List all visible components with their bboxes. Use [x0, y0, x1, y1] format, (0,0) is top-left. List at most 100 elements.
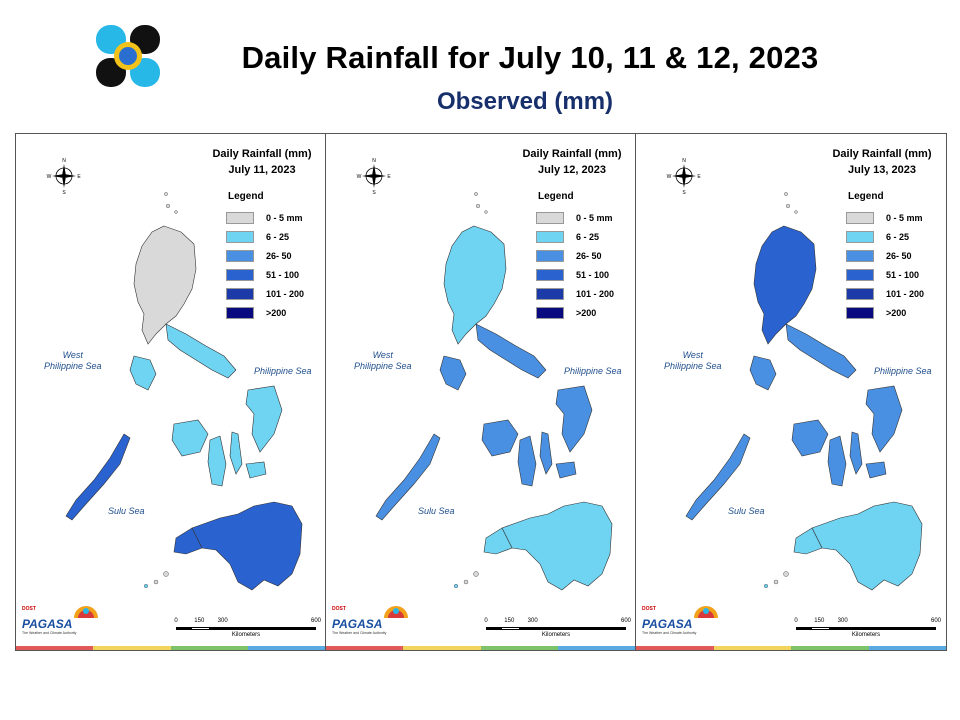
- legend-label: 101 - 200: [886, 289, 925, 299]
- scale-tick-label: 300: [527, 618, 538, 624]
- mindanao-region: [191, 501, 303, 591]
- panay-island: [791, 419, 829, 457]
- mindanao-region: [501, 501, 613, 591]
- legend-swatch: [846, 212, 874, 224]
- legend-item: 51 - 100: [536, 268, 609, 282]
- legend-label: 26- 50: [266, 251, 292, 261]
- scale-unit: Kilometers: [541, 632, 571, 638]
- legend-swatch: [226, 250, 254, 262]
- bohol-island: [865, 461, 887, 479]
- sulu-sea-label: Sulu Sea: [728, 506, 765, 516]
- compass-rose-icon: N S W E: [47, 158, 82, 194]
- zamboanga-peninsula: [173, 527, 203, 555]
- legend-item: 51 - 100: [226, 268, 299, 282]
- legend-item: 26- 50: [846, 249, 912, 263]
- legend-label: 6 - 25: [886, 232, 910, 242]
- legend-swatch: [536, 212, 564, 224]
- svg-text:N: N: [62, 158, 66, 164]
- legend-swatch: [536, 250, 564, 262]
- samar-leyte: [865, 385, 903, 453]
- luzon-region: [133, 225, 197, 345]
- legend-label: 6 - 25: [576, 232, 600, 242]
- svg-text:E: E: [697, 174, 701, 180]
- legend-label: >200: [576, 308, 597, 318]
- scale-tick-label: 600: [620, 618, 632, 624]
- negros-island: [517, 435, 537, 487]
- legend-swatch: [226, 212, 254, 224]
- svg-text:S: S: [62, 190, 66, 194]
- legend-swatch: [536, 231, 564, 243]
- svg-text:W: W: [357, 174, 362, 180]
- bohol-island: [245, 461, 267, 479]
- map-title-line1: Daily Rainfall (mm): [212, 148, 312, 160]
- svg-text:N: N: [682, 158, 686, 164]
- luzon-region: [753, 225, 817, 345]
- legend-item: >200: [536, 306, 596, 320]
- legend-item: 101 - 200: [846, 287, 924, 301]
- legend-item: 6 - 25: [536, 230, 599, 244]
- luzon-region: [443, 225, 507, 345]
- legend-item: 101 - 200: [536, 287, 614, 301]
- legend-item: 6 - 25: [846, 230, 909, 244]
- legend-item: 0 - 5 mm: [226, 211, 303, 225]
- legend-label: 51 - 100: [266, 270, 300, 280]
- map-title: Daily Rainfall (mm) July 12, 2023: [512, 146, 632, 178]
- west-philippine-sea-label: West Philippine Sea: [664, 350, 722, 371]
- legend-item: 6 - 25: [226, 230, 289, 244]
- legend-swatch: [846, 307, 874, 319]
- mindoro-island: [129, 355, 157, 391]
- legend-label: 26- 50: [576, 251, 602, 261]
- map-title-line1: Daily Rainfall (mm): [832, 148, 932, 160]
- legend-label: 101 - 200: [576, 289, 615, 299]
- map-title-date: July 13, 2023: [848, 164, 916, 176]
- legend-swatch: [536, 288, 564, 300]
- philippines-map: [65, 192, 303, 591]
- philippine-sea-label: Philippine Sea: [254, 366, 312, 376]
- scale-tick-label: 0: [484, 618, 488, 624]
- page-title: Daily Rainfall for July 10, 11 & 12, 202…: [241, 40, 819, 75]
- legend-title: Legend: [228, 191, 264, 202]
- scale-tick-label: 600: [310, 618, 322, 624]
- palawan-island: [685, 433, 751, 521]
- pagasa-logo: DOST PAGASA The Weather and Climate Auth…: [20, 602, 104, 636]
- legend-label: 51 - 100: [576, 270, 610, 280]
- pagasa-logo: DOST PAGASA The Weather and Climate Auth…: [640, 602, 724, 636]
- scale-tick-label: 600: [930, 618, 942, 624]
- svg-text:S: S: [372, 190, 376, 194]
- legend-swatch: [226, 269, 254, 281]
- legend-title: Legend: [848, 191, 884, 202]
- legend-swatch: [226, 307, 254, 319]
- scale-unit: Kilometers: [231, 632, 261, 638]
- scale-tick-label: 150: [814, 618, 825, 624]
- mindoro-island: [749, 355, 777, 391]
- map-panel-2: N S W E Daily Rainfall (mm) July 12, 202…: [326, 134, 636, 650]
- legend-swatch: [536, 307, 564, 319]
- cebu-island: [229, 431, 243, 475]
- svg-text:E: E: [77, 174, 81, 180]
- svg-text:W: W: [47, 174, 52, 180]
- panay-island: [171, 419, 209, 457]
- map-title-date: July 12, 2023: [538, 164, 606, 176]
- west-philippine-sea-label: West Philippine Sea: [354, 350, 412, 371]
- legend-label: 101 - 200: [266, 289, 305, 299]
- samar-leyte: [245, 385, 283, 453]
- scale-tick-label: 0: [794, 618, 798, 624]
- color-strip: [16, 646, 325, 650]
- compass-rose-icon: N S W E: [357, 158, 392, 194]
- negros-island: [827, 435, 847, 487]
- svg-text:E: E: [387, 174, 391, 180]
- legend-item: 51 - 100: [846, 268, 919, 282]
- palawan-island: [375, 433, 441, 521]
- map-title-line1: Daily Rainfall (mm): [522, 148, 622, 160]
- scale-tick-label: 0: [174, 618, 178, 624]
- map-panels: N S W E Daily Rainfall (mm) July 11, 202…: [15, 133, 947, 651]
- legend-label: 0 - 5 mm: [576, 213, 613, 223]
- samar-leyte: [555, 385, 593, 453]
- legend-label: 0 - 5 mm: [886, 213, 923, 223]
- legend-item: 26- 50: [536, 249, 602, 263]
- palawan-island: [65, 433, 131, 521]
- compass-rose-icon: N S W E: [667, 158, 702, 194]
- legend-label: 6 - 25: [266, 232, 290, 242]
- philippine-sea-label: Philippine Sea: [874, 366, 932, 376]
- legend-item: >200: [846, 306, 906, 320]
